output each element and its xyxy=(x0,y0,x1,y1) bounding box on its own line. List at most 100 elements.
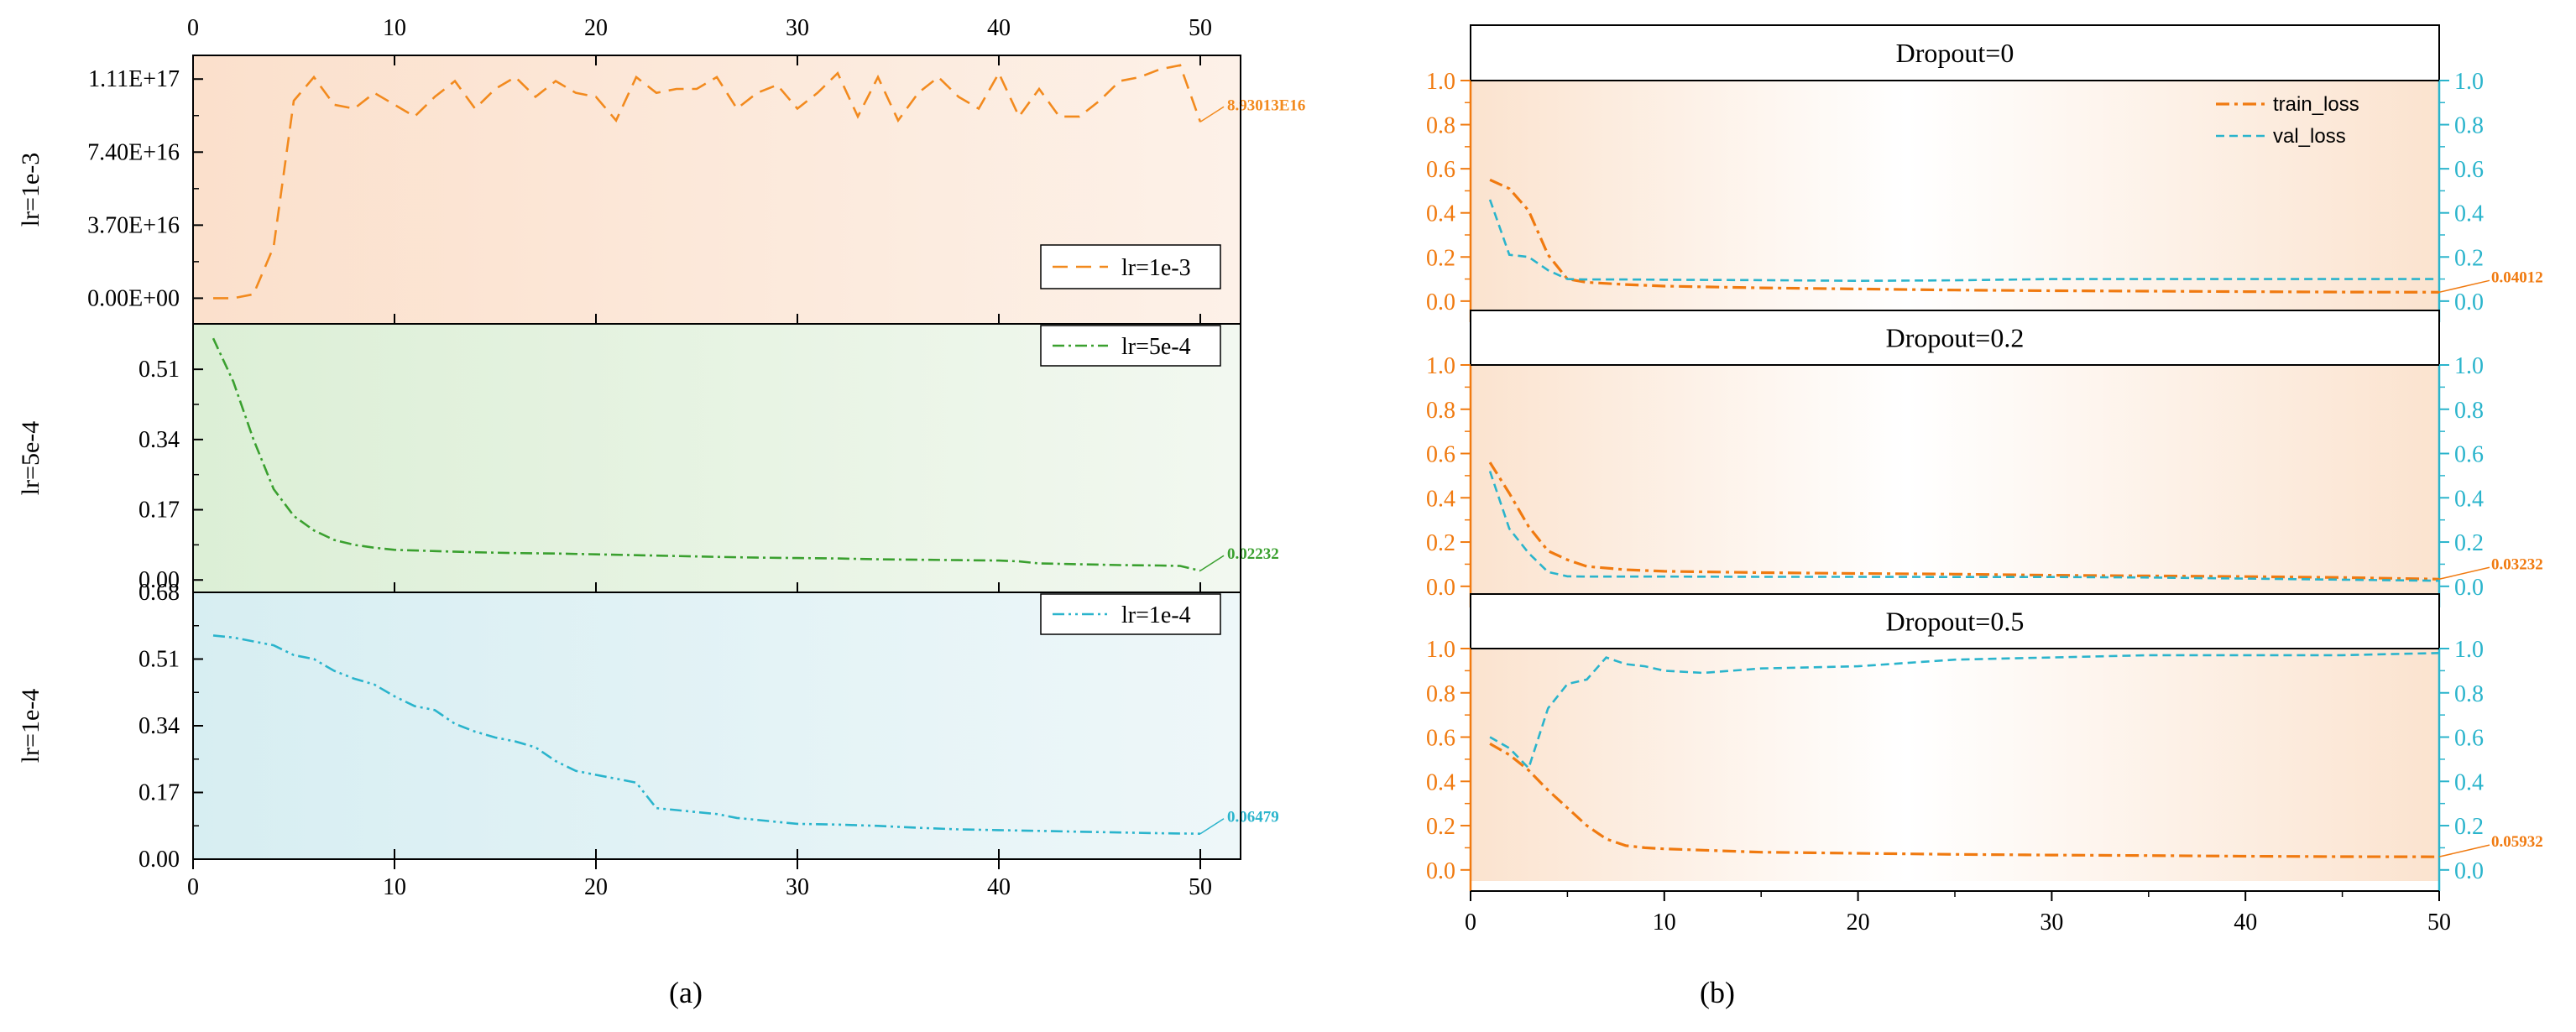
caption-b: (b) xyxy=(1700,976,1735,1009)
y-tick-label: 1.11E+17 xyxy=(88,66,180,92)
x-tick-label-top: 0 xyxy=(187,15,199,41)
subplot-title: Dropout=0.5 xyxy=(1886,607,2025,637)
right-y-tick-label: 1.0 xyxy=(2454,69,2484,95)
y-tick-label: 0.51 xyxy=(138,357,180,383)
left-y-tick-label: 0.6 xyxy=(1426,157,1455,183)
subplot-header xyxy=(1470,24,2440,81)
y-tick-label: 0.17 xyxy=(138,780,180,806)
x-tick-label: 40 xyxy=(987,874,1011,900)
series-line-a3 xyxy=(212,634,1201,835)
val-loss-line xyxy=(1488,199,2439,283)
legend-label: lr=5e-4 xyxy=(1121,334,1191,360)
left-y-tick-label: 0.4 xyxy=(1426,201,1455,227)
y-tick-label: 0.00 xyxy=(138,567,180,593)
end-value-leader xyxy=(1199,818,1225,835)
train-loss-line xyxy=(1488,461,2440,581)
end-value-leader xyxy=(2438,566,2490,581)
right-y-tick-label: 0.4 xyxy=(2454,486,2484,512)
panel-b-bg-2 xyxy=(1471,365,2439,597)
x-tick-label-top: 20 xyxy=(584,15,608,41)
y-tick-label: 0.51 xyxy=(138,647,180,673)
left-y-tick-label: 0.0 xyxy=(1426,575,1455,601)
left-y-tick-label: 1.0 xyxy=(1426,69,1455,95)
y-tick-label: 0.00 xyxy=(138,847,180,873)
left-y-tick-label: 0.6 xyxy=(1426,726,1455,752)
left-y-tick-label: 0.8 xyxy=(1426,681,1455,707)
train-loss-line xyxy=(1489,743,2440,858)
end-value-label: 0.06479 xyxy=(1227,809,1279,826)
right-y-tick-label: 0.8 xyxy=(2454,113,2484,139)
panel-a: 0.00E+00 3.70E+16 7.40E+16 1.11E+17 lr=1e-3 8… xyxy=(17,15,1305,900)
right-y-tick-label: 0.6 xyxy=(2454,442,2484,468)
x-tick-label-top: 40 xyxy=(987,15,1011,41)
x-tick-label: 0 xyxy=(187,874,199,900)
right-y-tick-label: 0.6 xyxy=(2454,157,2484,183)
legend-train-label: train_loss xyxy=(2273,93,2359,116)
end-value-label: 0.03232 xyxy=(2491,555,2543,573)
left-y-tick-label: 1.0 xyxy=(1426,353,1455,379)
panel-b-bg-1 xyxy=(1471,81,2439,312)
caption-a: (a) xyxy=(669,976,703,1009)
y-axis-label: lr=5e-4 xyxy=(17,421,44,496)
end-value-leader xyxy=(2438,844,2490,857)
panel-b: Dropout=0 0.0 0.0 0.2 0.2 0.4 0.4 0.6 0.6 0.8 0.8 1… xyxy=(1426,24,2543,936)
right-y-tick-label: 0.2 xyxy=(2454,814,2484,840)
x-tick-label: 30 xyxy=(2040,910,2063,936)
subplot-title: Dropout=0 xyxy=(1896,38,2014,68)
y-axis-label: lr=1e-4 xyxy=(17,689,44,764)
end-value-leader xyxy=(2438,279,2490,294)
y-axis-label: lr=1e-3 xyxy=(17,153,44,227)
left-y-tick-label: 0.8 xyxy=(1426,113,1455,139)
y-tick-label: 0.00E+00 xyxy=(87,285,180,311)
left-y-tick-label: 0.0 xyxy=(1426,289,1455,315)
y-tick-label: 3.70E+16 xyxy=(87,212,180,238)
right-y-tick-label: 0.0 xyxy=(2454,289,2484,315)
right-y-tick-label: 0.8 xyxy=(2454,681,2484,707)
end-value-label: 8.93013E16 xyxy=(1227,96,1305,114)
legend-label: lr=1e-4 xyxy=(1121,602,1191,628)
legend-val-label: val_loss xyxy=(2273,125,2346,148)
left-y-tick-label: 0.2 xyxy=(1426,530,1455,556)
right-y-tick-label: 0.0 xyxy=(2454,575,2484,601)
x-tick-label-top: 50 xyxy=(1189,15,1212,41)
end-value-label: 0.04012 xyxy=(2491,268,2543,286)
y-tick-label: 0.34 xyxy=(138,713,180,739)
end-value-label: 0.02232 xyxy=(1227,545,1279,563)
series-line-a2 xyxy=(212,337,1201,572)
left-y-tick-label: 0.6 xyxy=(1426,442,1455,468)
series-line-a1 xyxy=(213,64,1202,300)
right-y-tick-label: 0.0 xyxy=(2454,858,2484,884)
right-y-tick-label: 0.2 xyxy=(2454,245,2484,271)
x-tick-label: 20 xyxy=(584,874,608,900)
subplot-header xyxy=(1470,593,2440,649)
left-y-tick-label: 0.4 xyxy=(1426,769,1455,795)
right-y-tick-label: 0.4 xyxy=(2454,769,2484,795)
val-loss-line xyxy=(1489,652,2440,770)
right-y-tick-label: 0.2 xyxy=(2454,530,2484,556)
x-tick-label: 10 xyxy=(383,874,406,900)
right-y-tick-label: 0.8 xyxy=(2454,398,2484,424)
right-y-tick-label: 0.6 xyxy=(2454,726,2484,752)
left-y-tick-label: 0.4 xyxy=(1426,486,1455,512)
x-tick-label: 20 xyxy=(1847,910,1870,936)
left-y-tick-label: 1.0 xyxy=(1426,637,1455,663)
end-value-leader xyxy=(1199,555,1225,571)
x-tick-label: 0 xyxy=(1465,910,1476,936)
panel-b-bg-3 xyxy=(1471,649,2439,881)
y-tick-label: 0.17 xyxy=(138,498,180,524)
x-tick-label: 40 xyxy=(2234,910,2257,936)
left-y-tick-label: 0.0 xyxy=(1426,858,1455,884)
x-tick-label: 50 xyxy=(2427,910,2451,936)
left-y-tick-label: 0.8 xyxy=(1426,398,1455,424)
left-y-tick-label: 0.2 xyxy=(1426,814,1455,840)
x-tick-label: 50 xyxy=(1189,874,1212,900)
end-value-leader xyxy=(1199,106,1225,122)
right-y-tick-label: 1.0 xyxy=(2454,637,2484,663)
left-y-tick-label: 0.2 xyxy=(1426,245,1455,271)
x-tick-label: 10 xyxy=(1653,910,1676,936)
x-tick-label-top: 10 xyxy=(383,15,406,41)
end-value-label: 0.05932 xyxy=(2491,833,2543,851)
y-tick-label: 0.68 xyxy=(138,580,180,606)
x-tick-label-top: 30 xyxy=(786,15,809,41)
